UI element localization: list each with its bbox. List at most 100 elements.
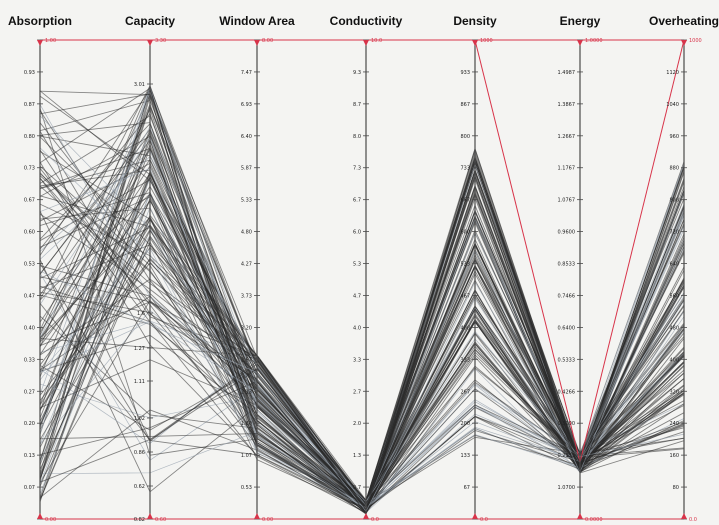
brush-bottom-label: 0.00 <box>45 517 56 523</box>
tick-label: 960 <box>669 134 679 140</box>
data-line <box>39 272 685 508</box>
axis-window-area: Window Area 7.47 6.93 6.40 5.87 5.33 4.80 4.27 3… <box>219 14 295 523</box>
highlight-line <box>579 39 685 463</box>
brush-bottom-label: 0.0 <box>371 517 379 523</box>
brush-handle-bottom[interactable] <box>577 513 583 519</box>
axis-capacity: Capacity 3.01 1.6 1.27 1.11 1.02 0.86 0.62 0.82 3… <box>125 14 175 523</box>
tick-label: 867 <box>460 102 470 108</box>
axis-energy: Energy 1.4987 1.3867 1.2667 1.1767 1.0767 0.96… <box>558 14 603 523</box>
tick-label: 0.87 <box>24 102 35 108</box>
brush-handle-bottom[interactable] <box>472 513 478 519</box>
brush-handle-top[interactable] <box>363 40 369 46</box>
tick-label: 0.62 <box>134 484 145 490</box>
data-line <box>39 172 685 514</box>
tick-label: 240 <box>669 421 679 427</box>
tick-label: 800 <box>669 198 679 204</box>
brush-top-label: 8.00 <box>262 38 273 44</box>
tick-label: 0.80 <box>24 134 35 140</box>
data-line <box>39 285 685 514</box>
brush-top-label: 3.30 <box>155 38 166 44</box>
tick-label: 1.0700 <box>558 485 576 491</box>
tick-label: 533 <box>460 262 470 268</box>
tick-label: 1.07 <box>241 453 252 459</box>
tick-label: 5.3 <box>353 262 361 268</box>
axis-title: Absorption <box>8 14 72 28</box>
tick-label: 400 <box>669 357 679 363</box>
tick-label: 0.9600 <box>558 230 576 236</box>
tick-label: 4.7 <box>353 293 361 299</box>
tick-label: 267 <box>460 389 470 395</box>
brush-handle-top[interactable] <box>37 40 43 46</box>
brush-handle-top[interactable] <box>147 40 153 46</box>
tick-label: 800 <box>460 134 470 140</box>
tick-label: 1.27 <box>134 346 145 352</box>
axis-title: Conductivity <box>330 14 403 28</box>
brush-handle-bottom[interactable] <box>254 513 260 519</box>
tick-label: 0.73 <box>24 166 35 172</box>
axis-conductivity: Conductivity 9.3 8.7 8.0 7.3 6.7 6.0 5.3 4.7 4.0 3… <box>330 14 403 523</box>
tick-label: 2.67 <box>241 357 252 363</box>
tick-label: 0.8533 <box>558 262 576 268</box>
tick-label: 0.53 <box>241 485 252 491</box>
brush-handle-bottom[interactable] <box>681 513 687 519</box>
tick-label: 2.7 <box>353 389 361 395</box>
axis-title: Window Area <box>219 14 295 28</box>
brush-bottom-label: 0.0000 <box>585 517 603 523</box>
axis-title: Energy <box>560 14 601 28</box>
brush-handle-top[interactable] <box>577 40 583 46</box>
brush-top-label: 10.0 <box>371 38 382 44</box>
brush-handle-top[interactable] <box>472 40 478 46</box>
tick-label: 2.0 <box>353 421 361 427</box>
tick-label: 0.4266 <box>558 389 576 395</box>
tick-label: 1.60 <box>241 421 252 427</box>
tick-label: 640 <box>669 262 679 268</box>
tick-label: 0.07 <box>24 485 35 491</box>
tick-label: 600 <box>460 230 470 236</box>
tick-label: 0.67 <box>24 198 35 204</box>
tick-label: 0.27 <box>24 389 35 395</box>
tick-label: 67 <box>464 485 470 491</box>
tick-label: 1.0767 <box>558 198 576 204</box>
tick-label: 0.6400 <box>558 325 576 331</box>
tick-label: 6.7 <box>353 198 361 204</box>
tick-label: 933 <box>460 70 470 76</box>
tick-label: 560 <box>669 293 679 299</box>
tick-label: 0.20 <box>24 421 35 427</box>
tick-label: 1.3 <box>353 453 361 459</box>
data-line <box>39 293 685 502</box>
highlight-line <box>474 39 581 463</box>
tick-label: 0.86 <box>134 450 145 456</box>
tick-label: 467 <box>460 293 470 299</box>
tick-label: 6.40 <box>241 134 252 140</box>
tick-label: 720 <box>669 230 679 236</box>
brush-handle-top[interactable] <box>254 40 260 46</box>
tick-label: 133 <box>460 453 470 459</box>
tick-label: 2.13 <box>241 389 252 395</box>
tick-label: 0.7466 <box>558 293 576 299</box>
tick-label: 0.13 <box>24 453 35 459</box>
brush-handle-bottom[interactable] <box>147 513 153 519</box>
brush-handle-bottom[interactable] <box>363 513 369 519</box>
brush-handle-top[interactable] <box>681 40 687 46</box>
tick-label: 6.93 <box>241 102 252 108</box>
axis-density: Density 933 867 800 733 667 600 533 467 400 333 267… <box>453 14 497 523</box>
tick-label: 733 <box>460 166 470 172</box>
data-line <box>39 305 685 511</box>
tick-label: 1.11 <box>134 379 145 385</box>
tick-label: 0.40 <box>24 325 35 331</box>
brush-top-label: 1.00 <box>45 38 56 44</box>
tick-label: 3.01 <box>134 82 145 88</box>
tick-label: 8.7 <box>353 102 361 108</box>
brush-bottom-label: 0.60 <box>155 517 166 523</box>
tick-label: 0.33 <box>24 357 35 363</box>
tick-label: 0.60 <box>24 230 35 236</box>
tick-label: 480 <box>669 325 679 331</box>
brush-bottom-label: 0.00 <box>262 517 273 523</box>
axis-title: Overheating <box>649 14 719 28</box>
brush-top-label: 1.0000 <box>585 38 603 44</box>
tick-label: 1.3867 <box>558 102 576 108</box>
tick-label: 4.0 <box>353 325 361 331</box>
brush-handle-bottom[interactable] <box>37 513 43 519</box>
